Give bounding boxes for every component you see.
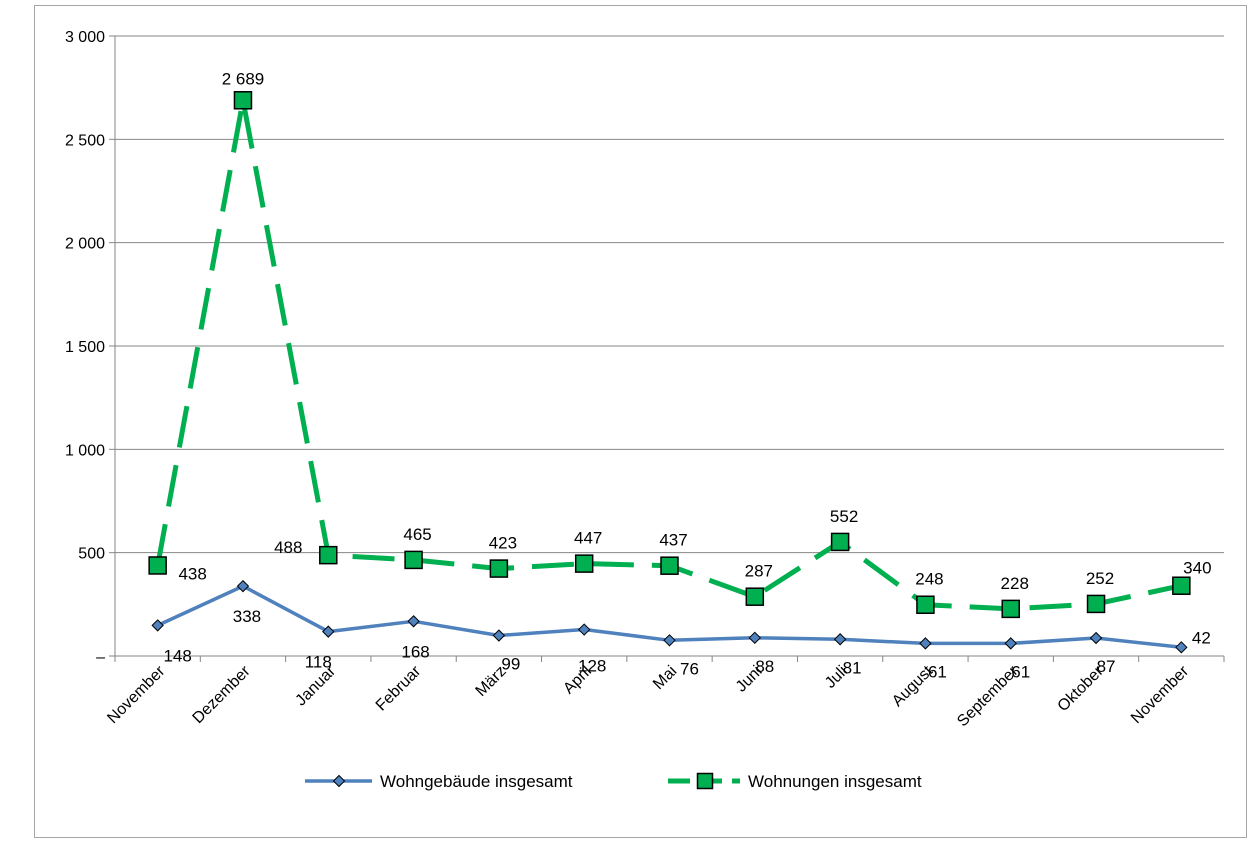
data-point-wohngebaeude	[236, 579, 250, 593]
data-label-wohnungen: 248	[915, 570, 943, 589]
data-point-wohnungen	[916, 595, 935, 614]
data-point-wohnungen	[830, 532, 850, 552]
data-point-wohngebaeude	[1089, 631, 1103, 645]
data-point-wohngebaeude	[407, 615, 420, 628]
data-label-wohnungen: 340	[1183, 559, 1211, 578]
data-point-wohngebaeude	[1175, 641, 1188, 654]
y-tick-label: 1 500	[65, 339, 105, 356]
data-point-wohnungen	[574, 554, 594, 573]
data-label-wohnungen: 287	[745, 562, 773, 581]
data-point-wohnungen	[1086, 594, 1106, 614]
data-label-wohngebaeude: 338	[233, 607, 261, 626]
data-label-wohngebaeude: 81	[843, 658, 862, 677]
data-label-wohnungen: 438	[178, 564, 206, 583]
data-label-wohnungen: 552	[830, 507, 858, 526]
y-tick-label: –	[96, 649, 105, 666]
data-label-wohngebaeude: 88	[755, 657, 774, 676]
data-point-wohngebaeude	[322, 625, 335, 638]
data-point-wohnungen	[1001, 599, 1020, 619]
data-point-wohnungen	[319, 545, 338, 565]
data-label-wohngebaeude: 128	[578, 657, 606, 676]
y-tick-label: 500	[78, 546, 105, 563]
data-label-wohnungen: 2 689	[222, 69, 265, 88]
y-tick-label: 2 000	[65, 236, 105, 253]
data-point-wohngebaeude	[919, 637, 932, 650]
data-point-wohnungen	[489, 559, 509, 578]
data-label-wohngebaeude: 76	[680, 659, 699, 678]
data-point-wohnungen	[148, 556, 167, 575]
grid-lines	[115, 35, 1224, 554]
y-tick-label: 3 000	[65, 29, 105, 46]
data-point-wohnungen	[660, 556, 679, 575]
legend-label-wohnungen: Wohnungen insgesamt	[748, 772, 922, 791]
data-point-wohngebaeude	[492, 629, 506, 642]
data-label-wohngebaeude: 61	[1011, 662, 1030, 681]
legend-marker-wohnungen	[696, 772, 714, 790]
legend-label-wohngebaeude: Wohngebäude insgesamt	[380, 772, 573, 791]
data-label-wohnungen: 488	[274, 538, 302, 557]
data-label-wohngebaeude: 118	[305, 653, 332, 672]
data-label-wohnungen: 228	[1001, 574, 1029, 593]
data-label-wohngebaeude: 42	[1192, 628, 1211, 647]
data-label-wohngebaeude: 87	[1097, 657, 1116, 676]
data-point-wohnungen	[233, 91, 253, 110]
data-point-wohngebaeude	[833, 633, 847, 646]
data-point-wohnungen	[1172, 576, 1191, 595]
data-label-wohngebaeude: 99	[501, 655, 520, 674]
data-label-wohngebaeude: 61	[928, 662, 947, 681]
series-layer	[148, 91, 1191, 654]
y-tick-label: 1 000	[65, 442, 105, 459]
data-point-wohngebaeude	[1004, 637, 1017, 650]
data-label-wohnungen: 252	[1086, 569, 1114, 588]
y-tick-label: 2 500	[65, 132, 105, 149]
data-label-wohnungen: 437	[659, 531, 687, 550]
data-label-wohngebaeude: 168	[401, 642, 429, 661]
data-label-wohngebaeude: 148	[163, 646, 191, 665]
data-label-wohnungen: 447	[574, 529, 602, 548]
data-label-wohnungen: 465	[403, 525, 431, 544]
data-point-wohngebaeude	[151, 619, 164, 632]
legend: Wohngebäude insgesamt Wohnungen insgesamt	[305, 772, 922, 791]
legend-marker-wohngebaeude	[332, 774, 346, 788]
data-point-wohnungen	[745, 587, 765, 606]
data-point-wohngebaeude	[663, 634, 676, 647]
data-labels: 148 338 118 168 99 128 76 88 81 61 61 87 42 438 2 689 4…	[163, 69, 1211, 681]
data-point-wohngebaeude	[577, 623, 591, 636]
data-point-wohngebaeude	[748, 631, 762, 645]
data-label-wohnungen: 423	[489, 534, 517, 553]
data-point-wohnungen	[404, 550, 423, 570]
